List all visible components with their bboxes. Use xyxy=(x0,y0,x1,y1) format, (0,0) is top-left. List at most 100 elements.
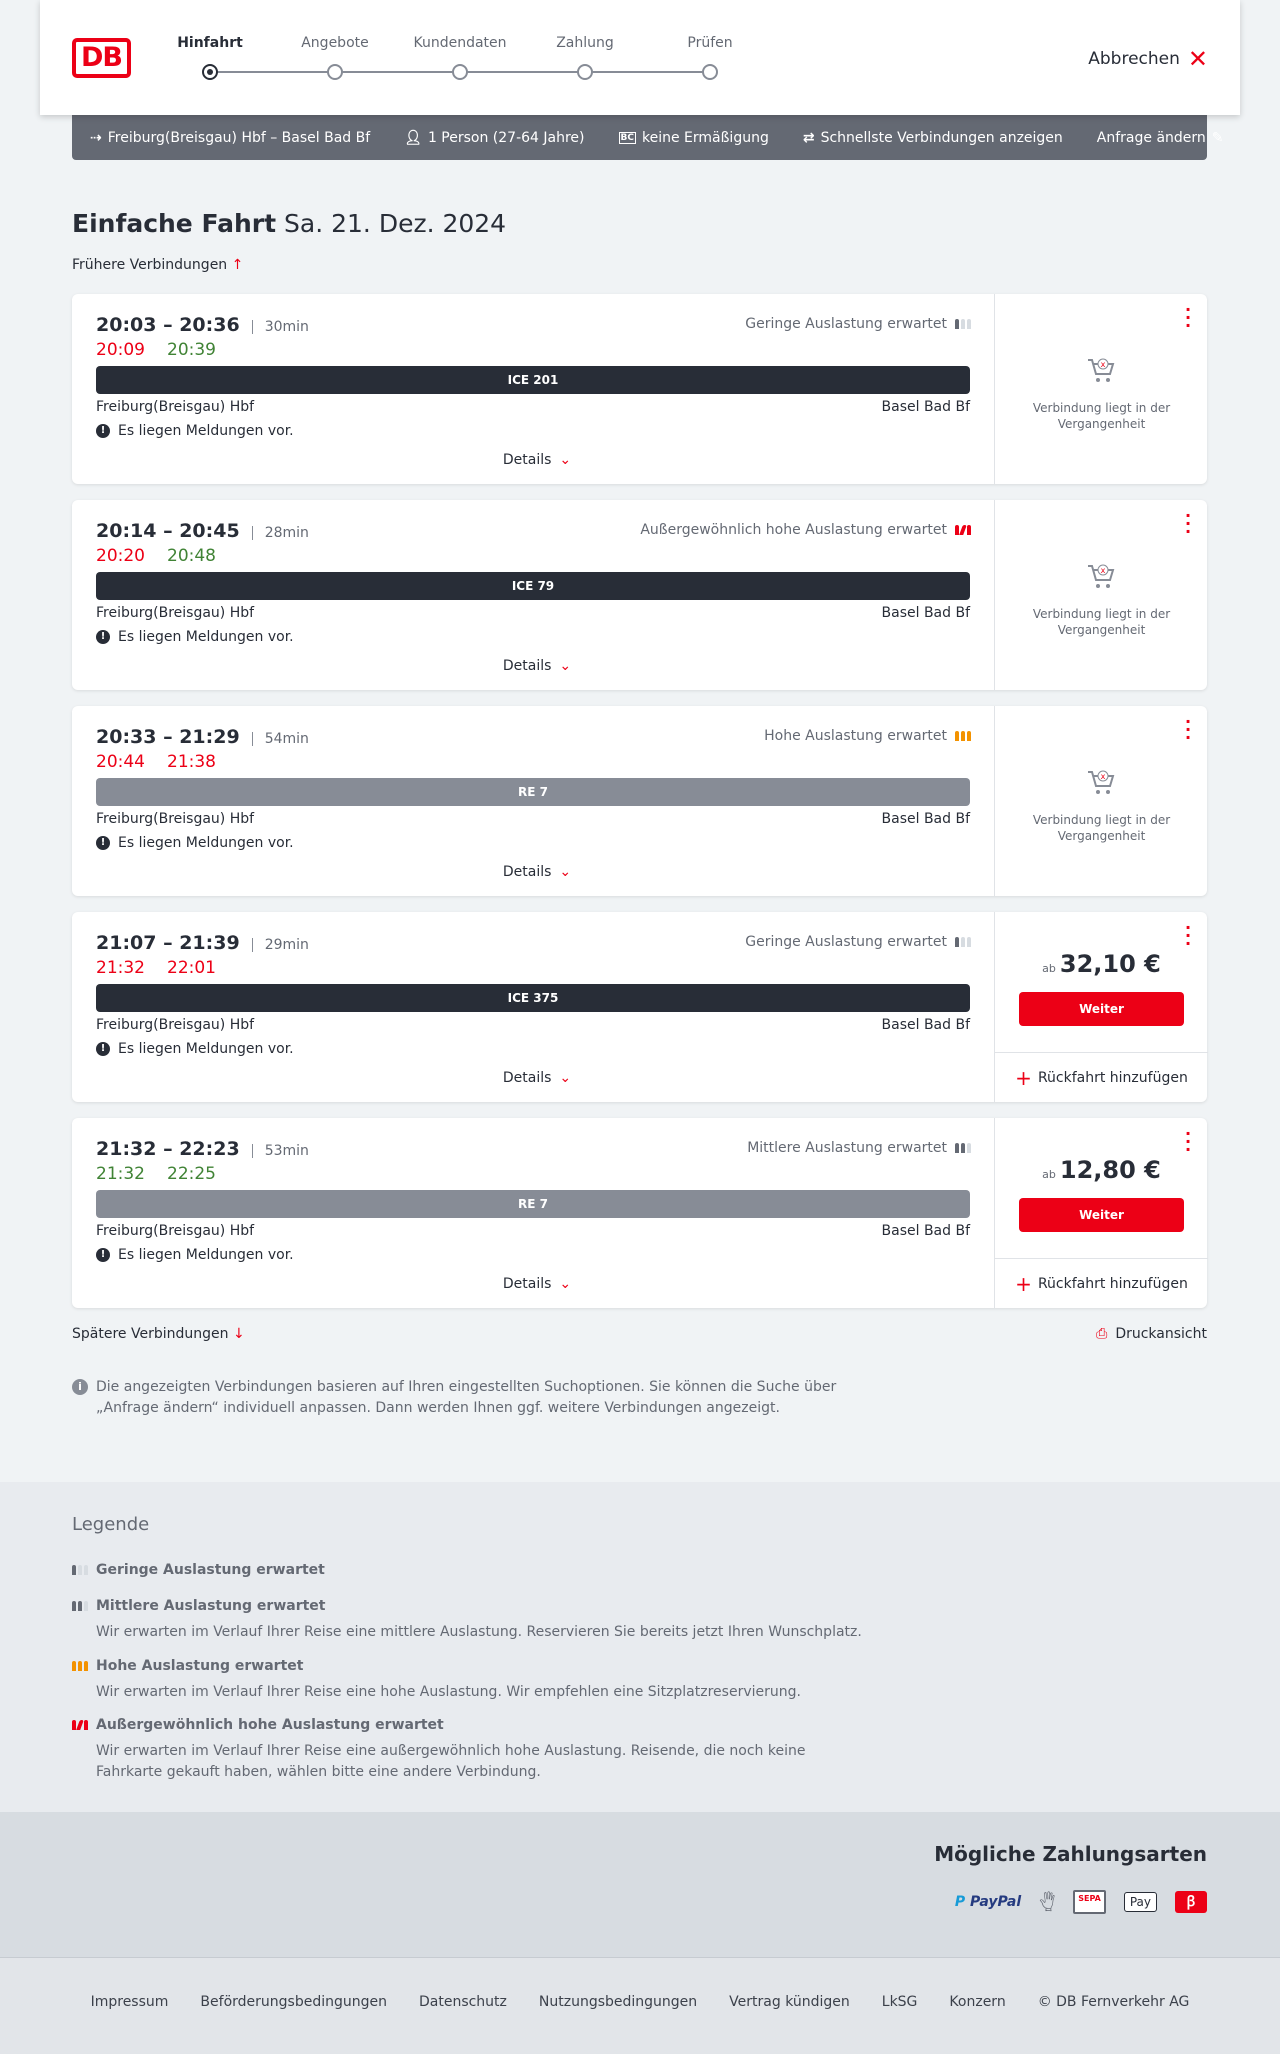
cancel-button[interactable]: Abbrechen ✕ xyxy=(1088,47,1208,71)
more-options-icon[interactable]: · · · xyxy=(1185,918,1192,953)
details-toggle[interactable]: Details ⌄ xyxy=(472,864,602,880)
times-text: 20:33 – 21:29 xyxy=(96,726,240,748)
step-1-dot[interactable] xyxy=(327,64,343,80)
footer-link[interactable]: LkSG xyxy=(881,1994,918,2010)
load-level-4-icon xyxy=(72,1720,88,1730)
add-return-button[interactable]: + Rückfahrt hinzufügen xyxy=(995,1258,1208,1308)
load-level-2-icon xyxy=(955,1143,971,1153)
step-4-dot[interactable] xyxy=(702,64,718,80)
sepa-icon: SEPA xyxy=(1073,1889,1106,1914)
load-level-4-icon xyxy=(955,525,971,535)
price: ab 32,10 € xyxy=(995,950,1208,978)
load-text: Geringe Auslastung erwartet xyxy=(745,934,947,950)
past-connection-text: Verbindung liegt in der Vergangenheit xyxy=(1032,607,1171,637)
message-notice[interactable]: ! Es liegen Meldungen vor. xyxy=(96,423,294,439)
print-view-link[interactable]: ⎙ Druckansicht xyxy=(1096,1326,1207,1342)
legend-item: Geringe Auslastung erwartet xyxy=(72,1562,872,1578)
close-icon: ✕ xyxy=(1187,45,1208,73)
message-notice[interactable]: ! Es liegen Meldungen vor. xyxy=(96,1041,294,1057)
return-label: Rückfahrt hinzufügen xyxy=(1037,1275,1188,1292)
train-bar[interactable]: ICE 79 xyxy=(96,572,970,600)
footer-link[interactable]: Datenschutz xyxy=(418,1994,507,2010)
origin-station: Freiburg(Breisgau) Hbf xyxy=(96,1017,255,1033)
footer-link[interactable]: Konzern xyxy=(949,1994,1006,2010)
later-connections-link[interactable]: Spätere Verbindungen ↓ xyxy=(72,1326,245,1342)
chevron-down-icon: ⌄ xyxy=(559,1070,572,1086)
svg-text:x: x xyxy=(1101,360,1106,369)
load-text: Hohe Auslastung erwartet xyxy=(764,728,947,744)
header: DB Hinfahrt Angebote Kundendaten Zahlung Prü… xyxy=(40,0,1240,115)
legend-title: Legende xyxy=(72,1514,150,1535)
payment-title: Mögliche Zahlungsarten xyxy=(934,1842,1207,1866)
legend-item-title: Mittlere Auslastung erwartet xyxy=(72,1598,872,1614)
footer-link[interactable]: Vertrag kündigen xyxy=(729,1994,850,2010)
realtime-departure: 20:09 xyxy=(96,340,145,360)
step-3-dot[interactable] xyxy=(577,64,593,80)
add-return-button[interactable]: + Rückfahrt hinzufügen xyxy=(995,1052,1208,1102)
step-3-label[interactable]: Zahlung xyxy=(556,35,614,51)
step-1-label[interactable]: Angebote xyxy=(301,35,369,51)
step-2-label[interactable]: Kundendaten xyxy=(413,35,507,51)
step-0-label[interactable]: Hinfahrt xyxy=(177,35,243,51)
message-notice[interactable]: ! Es liegen Meldungen vor. xyxy=(96,629,294,645)
offer-panel: · · · ab 12,80 € Weiter + Rückfahrt hinzufügen xyxy=(994,1118,1208,1308)
origin-station: Freiburg(Breisgau) Hbf xyxy=(96,399,255,415)
footer-link[interactable]: Nutzungsbedingungen xyxy=(538,1994,698,2010)
load-indicator: Mittlere Auslastung erwartet xyxy=(747,1140,971,1156)
planned-times: 20:14 – 20:45 28min xyxy=(96,520,309,542)
connection-card: 20:14 – 20:45 28min 20:20 20:48 Außergewöhnl… xyxy=(72,500,1207,690)
destination-station: Basel Bad Bf xyxy=(881,811,970,827)
continue-button[interactable]: Weiter xyxy=(1019,992,1184,1026)
message-notice[interactable]: ! Es liegen Meldungen vor. xyxy=(96,1247,294,1263)
more-options-icon[interactable]: · · · xyxy=(1185,300,1192,335)
train-bar[interactable]: ICE 201 xyxy=(96,366,970,394)
price-value: 32,10 € xyxy=(1059,950,1161,978)
times-text: 20:03 – 20:36 xyxy=(96,314,240,336)
plus-icon: + xyxy=(1015,1065,1032,1090)
duration: 30min xyxy=(251,320,309,334)
alert-icon: ! xyxy=(96,836,110,850)
past-connection-text: Verbindung liegt in der Vergangenheit xyxy=(1032,813,1171,843)
load-indicator: Außergewöhnlich hohe Auslastung erwartet xyxy=(640,522,971,538)
message-notice[interactable]: ! Es liegen Meldungen vor. xyxy=(96,835,294,851)
details-label: Details xyxy=(502,864,552,880)
footer-link[interactable]: Beförderungsbedingungen xyxy=(200,1994,387,2010)
legend-item: Mittlere Auslastung erwartet Wir erwarten… xyxy=(72,1598,872,1643)
legend-title-text: Geringe Auslastung erwartet xyxy=(96,1562,325,1578)
details-toggle[interactable]: Details ⌄ xyxy=(472,1070,602,1086)
arrow-up-icon: ↑ xyxy=(231,257,244,273)
destination-station: Basel Bad Bf xyxy=(881,1223,970,1239)
details-toggle[interactable]: Details ⌄ xyxy=(472,658,602,674)
plus-icon: + xyxy=(1015,1271,1032,1296)
details-toggle[interactable]: Details ⌄ xyxy=(472,452,602,468)
train-bar[interactable]: RE 7 xyxy=(96,778,970,806)
db-logo[interactable]: DB xyxy=(72,38,131,78)
filter-icon: ⇄ xyxy=(802,129,815,146)
more-options-icon[interactable]: · · · xyxy=(1185,1124,1192,1159)
origin-station: Freiburg(Breisgau) Hbf xyxy=(96,811,255,827)
earlier-connections-link[interactable]: Frühere Verbindungen ↑ xyxy=(72,257,243,273)
details-toggle[interactable]: Details ⌄ xyxy=(472,1276,602,1292)
more-options-icon[interactable]: · · · xyxy=(1185,506,1192,541)
legend-section: Legende Geringe Auslastung erwartet Mittl… xyxy=(0,1482,1280,1812)
apple-pay-icon: Pay xyxy=(1123,1891,1157,1912)
printer-icon: ⎙ xyxy=(1096,1326,1108,1342)
more-options-icon[interactable]: · · · xyxy=(1185,712,1192,747)
load-text: Geringe Auslastung erwartet xyxy=(745,316,947,332)
arrow-right-icon: ⇢ xyxy=(90,129,102,146)
passenger-summary: 👤︎ 1 Person (27-64 Jahre) xyxy=(404,130,584,146)
step-0-dot[interactable] xyxy=(202,64,218,80)
cart-unavailable-icon: x xyxy=(1085,768,1117,796)
alert-icon: ! xyxy=(96,630,110,644)
continue-button[interactable]: Weiter xyxy=(1019,1198,1184,1232)
legend-item-title: Außergewöhnlich hohe Auslastung erwartet xyxy=(72,1717,872,1733)
step-4-label[interactable]: Prüfen xyxy=(687,35,733,51)
train-bar[interactable]: ICE 375 xyxy=(96,984,970,1012)
trip-type: Einfache Fahrt xyxy=(72,209,277,238)
edit-request-button[interactable]: Anfrage ändern ✎ xyxy=(1097,130,1224,146)
price-prefix: ab xyxy=(1042,962,1056,975)
offer-panel: · · · x Verbindung liegt in der Vergangenhei… xyxy=(994,706,1207,896)
step-2-dot[interactable] xyxy=(452,64,468,80)
train-bar[interactable]: RE 7 xyxy=(96,1190,970,1218)
footer-link[interactable]: Impressum xyxy=(90,1994,169,2010)
